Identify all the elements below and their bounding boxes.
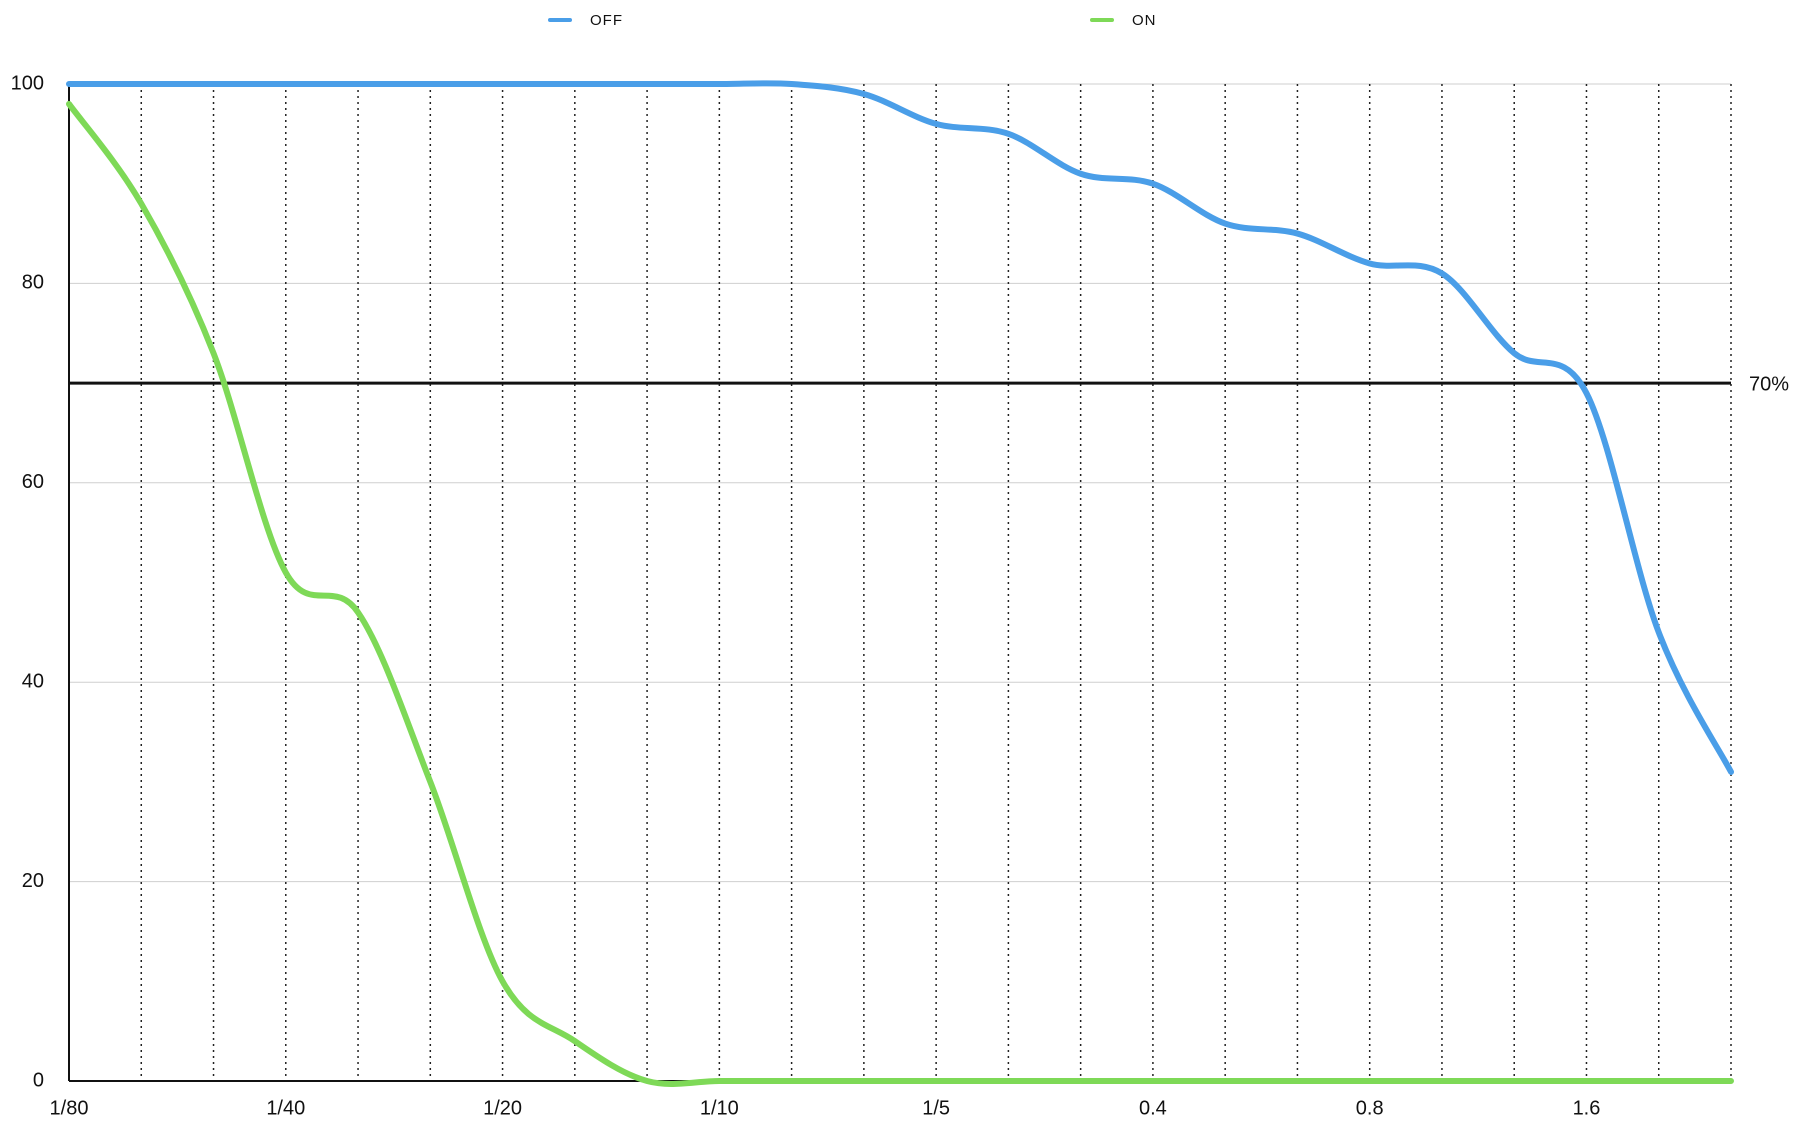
x-tick-label: 1/80 [50, 1097, 89, 1119]
y-tick-label: 20 [22, 870, 44, 892]
y-tick-label: 0 [33, 1069, 44, 1091]
series-line [66, 100, 1734, 1087]
legend-label: OFF [590, 12, 623, 29]
y-tick-label: 60 [22, 471, 44, 493]
reference-label: 70% [1749, 373, 1789, 395]
x-tick-label: 1/5 [922, 1097, 950, 1119]
legend: OFF ON [548, 12, 1157, 29]
x-tick-label: 1/20 [483, 1097, 522, 1119]
series-line [66, 80, 1734, 775]
x-tick-label: 0.4 [1139, 1097, 1167, 1119]
y-tick-label: 80 [22, 272, 44, 294]
y-tick-label: 40 [22, 670, 44, 692]
x-tick-label: 1/10 [700, 1097, 739, 1119]
y-tick-label: 100 [11, 72, 44, 94]
x-tick-label: 1/40 [266, 1097, 305, 1119]
legend-label: ON [1132, 12, 1157, 29]
x-tick-label: 1.6 [1573, 1097, 1601, 1119]
x-tick-label: 0.8 [1356, 1097, 1384, 1119]
